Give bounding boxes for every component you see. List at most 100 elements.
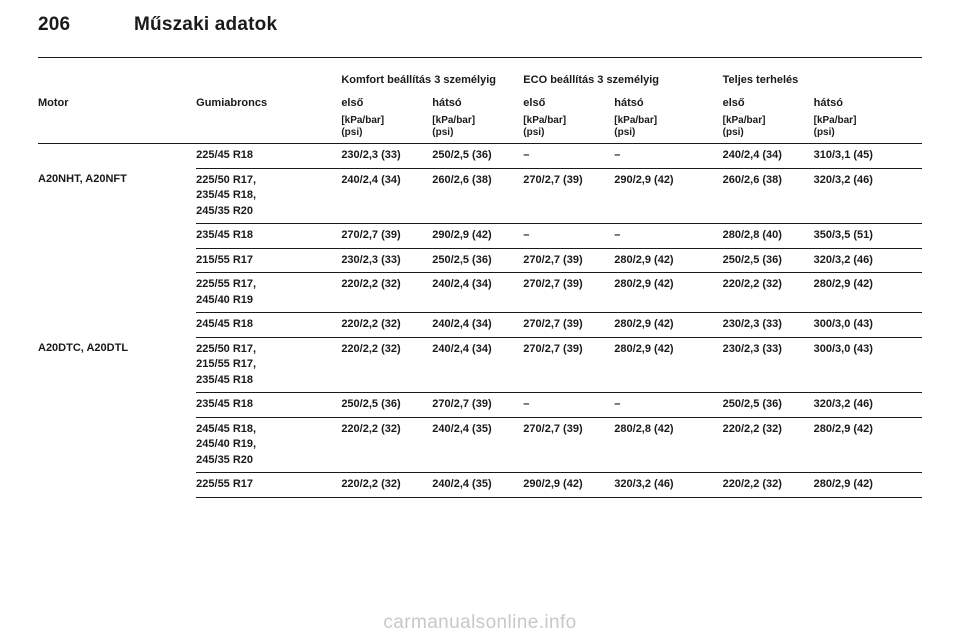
cell-tyre-size: 225/50 R17, 235/45 R18, 245/35 R20 [196,168,342,224]
running-header: 206 Műszaki adatok [38,14,277,36]
cell-komfort-front: 220/2,2 (32) [341,272,433,313]
table-row: 245/45 R18, 245/40 R19, 245/35 R20 220/2,2 … [38,417,922,473]
cell-tyre-size: 215/55 R17 [196,248,342,273]
cell-full-front: 260/2,6 (38) [722,168,814,224]
cell-tyre-size: 225/55 R17, 245/40 R19 [196,272,342,313]
cell-komfort-rear: 270/2,7 (39) [432,392,524,418]
tyre-size: 245/35 R20 [196,453,254,466]
column-header-row: Motor Gumiabroncs első [kPa/bar] (psi) h… [38,97,922,144]
cell-eco-front: 290/2,9 (42) [523,472,615,498]
tyre-size: 245/35 R20 [196,204,254,217]
tyre-size: 245/40 R19, [196,438,257,450]
cell-eco-front: – [523,143,615,169]
tyre-size: 235/45 R18, [196,189,257,201]
cell-eco-front: 270/2,7 (39) [523,168,615,224]
cell-eco-rear: 280/2,9 (42) [614,312,723,338]
cell-eco-front: 270/2,7 (39) [523,248,615,273]
column-header-eco-rear-unit2: (psi) [614,127,636,138]
cell-eco-front: 270/2,7 (39) [523,272,615,313]
cell-komfort-rear: 240/2,4 (35) [432,417,524,473]
group-header-blank-1 [38,70,196,97]
cell-komfort-rear: 240/2,4 (34) [432,337,524,393]
cell-komfort-front: 270/2,7 (39) [341,223,433,249]
cell-motor [38,273,196,313]
tyre-pressure-table: Komfort beállítás 3 személyig ECO beállí… [38,70,922,498]
cell-full-rear: 310/3,1 (45) [813,143,922,169]
column-header-full-rear-unit2: (psi) [813,127,835,138]
column-header-komfort-front-unit2: (psi) [341,127,363,138]
cell-komfort-rear: 240/2,4 (34) [432,272,524,313]
column-header-full-rear: hátsó [kPa/bar] (psi) [813,97,922,144]
tyre-size: 225/45 R18 [196,149,254,161]
tyre-size: 235/45 R18 [196,373,254,386]
page-title: Műszaki adatok [134,14,278,35]
cell-tyre-size: 225/45 R18 [196,143,342,169]
cell-tyre-size: 235/45 R18 [196,223,342,249]
cell-eco-front: 270/2,7 (39) [523,337,615,393]
cell-full-rear: 300/3,0 (43) [813,312,922,338]
tyre-size: 225/50 R17, [196,173,257,186]
column-header-komfort-front-label: első [341,97,364,109]
cell-full-front: 220/2,2 (32) [722,472,814,498]
tyre-size: 225/55 R17 [196,478,254,490]
cell-motor [38,313,196,338]
column-header-eco-front-unit2: (psi) [523,127,545,138]
cell-komfort-rear: 290/2,9 (42) [432,223,524,249]
column-header-eco-rear-unit1: [kPa/bar] [614,115,658,126]
cell-motor [38,393,196,418]
column-header-tyre: Gumiabroncs [196,97,342,144]
cell-komfort-front: 230/2,3 (33) [341,248,433,273]
column-header-full-front: első [kPa/bar] (psi) [722,97,814,144]
cell-eco-front: – [523,223,615,249]
column-header-komfort-front-unit1: [kPa/bar] [341,115,385,126]
cell-full-front: 250/2,5 (36) [722,248,814,273]
cell-full-rear: 280/2,9 (42) [813,272,922,313]
cell-eco-rear: – [614,143,723,169]
cell-komfort-front: 220/2,2 (32) [341,417,433,473]
cell-full-rear: 280/2,9 (42) [813,472,922,498]
column-header-komfort-rear: hátsó [kPa/bar] (psi) [432,97,524,144]
cell-komfort-rear: 250/2,5 (36) [432,248,524,273]
table-row: 225/55 R17, 245/40 R19 220/2,2 (32) 240/2,4… [38,272,922,313]
column-header-eco-rear-label: hátsó [614,97,644,109]
cell-eco-rear: 280/2,9 (42) [614,272,723,313]
cell-full-front: 280/2,8 (40) [722,223,814,249]
cell-komfort-front: 220/2,2 (32) [341,472,433,498]
table-row: 245/45 R18 220/2,2 (32) 240/2,4 (34) 270/2,… [38,312,922,338]
group-header-komfort: Komfort beállítás 3 személyig [341,74,496,86]
column-header-komfort-rear-unit1: [kPa/bar] [432,115,476,126]
cell-motor [38,473,196,498]
column-header-eco-front-label: első [523,97,546,109]
column-header-komfort-rear-label: hátsó [432,97,462,109]
table-row: A20DTC, A20DTL 225/50 R17, 215/55 R17, 235/… [38,337,922,393]
table-row: 225/55 R17 220/2,2 (32) 240/2,4 (35) 290/2,… [38,472,922,498]
cell-eco-rear: 320/3,2 (46) [614,472,723,498]
cell-motor: A20DTC, A20DTL [38,342,129,354]
cell-tyre-size: 225/55 R17 [196,472,342,498]
watermark: carmanualsonline.info [383,612,577,633]
cell-full-rear: 320/3,2 (46) [813,392,922,418]
group-header-blank-2 [196,70,341,97]
cell-full-front: 220/2,2 (32) [722,272,814,313]
cell-full-rear: 350/3,5 (51) [813,223,922,249]
cell-komfort-rear: 260/2,6 (38) [432,168,524,224]
cell-komfort-front: 230/2,3 (33) [341,143,433,169]
cell-eco-rear: 280/2,8 (42) [614,417,723,473]
cell-eco-rear: 280/2,9 (42) [614,337,723,393]
cell-komfort-front: 220/2,2 (32) [341,337,433,393]
cell-eco-front: 270/2,7 (39) [523,312,615,338]
column-header-eco-front-unit1: [kPa/bar] [523,115,567,126]
cell-eco-rear: 290/2,9 (42) [614,168,723,224]
cell-tyre-size: 245/45 R18 [196,312,342,338]
cell-tyre-size: 245/45 R18, 245/40 R19, 245/35 R20 [196,417,342,473]
table-row: 215/55 R17 230/2,3 (33) 250/2,5 (36) 270/2,… [38,248,922,273]
cell-motor [38,144,196,169]
column-header-eco-rear: hátsó [kPa/bar] (psi) [614,97,723,144]
column-header-full-front-unit1: [kPa/bar] [722,115,766,126]
cell-komfort-front: 220/2,2 (32) [341,312,433,338]
cell-komfort-rear: 240/2,4 (34) [432,312,524,338]
cell-komfort-front: 250/2,5 (36) [341,392,433,418]
table-row: A20NHT, A20NFT 225/50 R17, 235/45 R18, 245/… [38,168,922,224]
table-row: 225/45 R18 230/2,3 (33) 250/2,5 (36) – –240/… [38,143,922,169]
column-header-full-front-label: első [722,97,745,109]
